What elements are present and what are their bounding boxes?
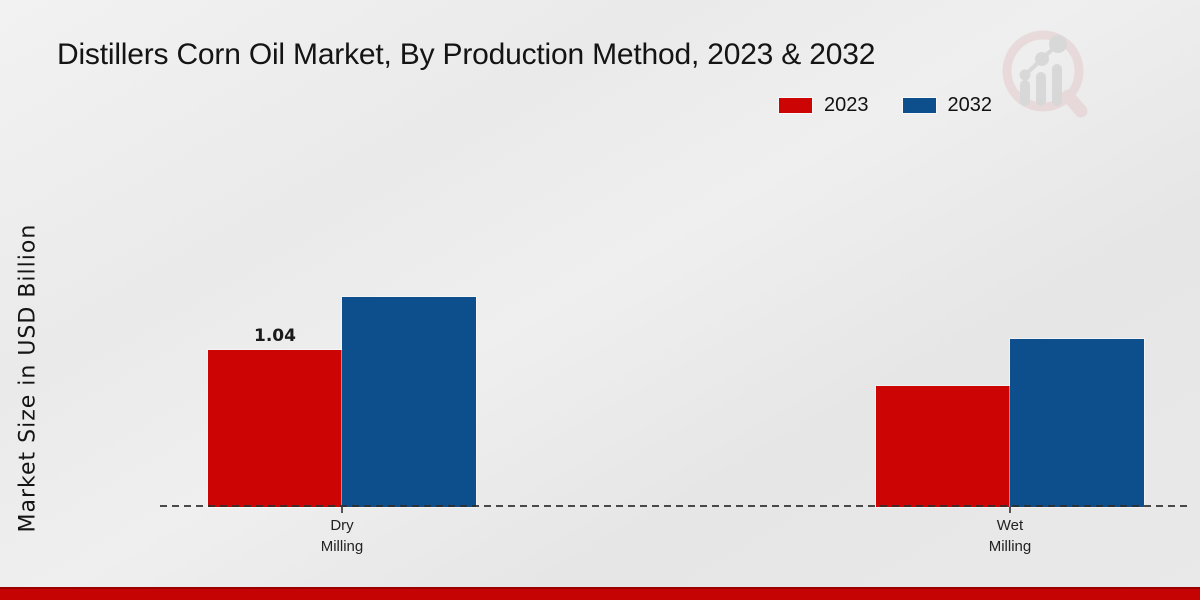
category-label-line: Dry [330, 517, 354, 534]
category-label-line: Milling [988, 538, 1032, 555]
magnifier-ring-icon [1002, 30, 1084, 112]
legend-label-2023: 2023 [824, 94, 869, 116]
growth-dot-icon [1049, 35, 1067, 53]
bar-icon [1052, 64, 1062, 106]
bar-wet-milling-2023 [876, 386, 1010, 507]
x-axis-baseline [160, 505, 1192, 507]
axis-tick-wet-milling [1009, 507, 1011, 513]
growth-dot-icon [1019, 69, 1031, 81]
footer-accent-band [0, 587, 1200, 600]
bar-dry-milling-2032 [342, 297, 476, 507]
chart-title: Distillers Corn Oil Market, By Productio… [57, 38, 876, 71]
bar-dry-milling-2023 [208, 350, 342, 507]
legend-swatch-2032 [902, 98, 936, 113]
bar-wet-milling-2032 [1010, 339, 1144, 507]
legend-item-2023: 2023 [779, 94, 869, 117]
bar-icon [1036, 72, 1046, 106]
growth-dot-icon [1035, 52, 1049, 66]
category-label-dry-milling: Dry Milling [262, 515, 422, 557]
magnifier-handle-icon [1061, 89, 1088, 118]
legend-label-2032: 2032 [947, 94, 993, 116]
axis-tick-dry-milling [341, 507, 343, 513]
bar-value-label: 1.04 [254, 326, 296, 346]
brand-watermark-logo [1002, 30, 1088, 118]
category-label-line: Wet [996, 517, 1024, 534]
category-label-wet-milling: Wet Milling [930, 515, 1090, 557]
legend: 2023 2032 [779, 94, 992, 117]
y-axis-label: Market Size in USD Billion [15, 223, 41, 533]
bar-icon [1020, 80, 1030, 106]
legend-item-2032: 2032 [902, 94, 993, 117]
legend-swatch-2023 [779, 98, 812, 113]
category-label-line: Milling [320, 538, 364, 555]
